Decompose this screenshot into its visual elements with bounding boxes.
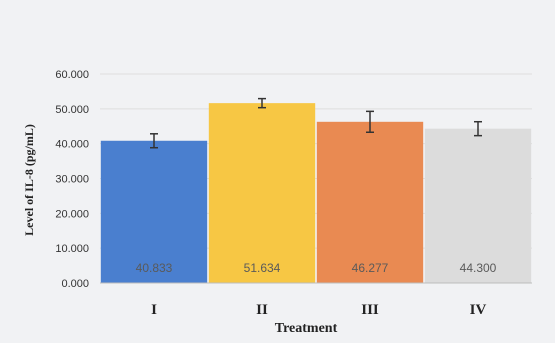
y-tick-label: 40.000	[55, 139, 89, 151]
bars	[100, 103, 532, 283]
error-bars	[150, 97, 482, 149]
error-bar	[474, 120, 482, 137]
data-label: 40.833	[136, 261, 173, 275]
bar	[100, 140, 208, 283]
category-label: IV	[470, 302, 487, 318]
error-bar	[150, 133, 158, 149]
y-tick-label: 50.000	[55, 104, 89, 116]
category-label: III	[361, 302, 379, 318]
y-tick-label: 10.000	[55, 243, 89, 255]
category-label: II	[256, 302, 268, 318]
category-labels: I II III IV	[151, 302, 486, 318]
y-tick-label: 0.000	[61, 278, 89, 290]
y-tick-label: 60.000	[55, 69, 89, 81]
error-bar	[258, 97, 266, 109]
data-labels: 40.833 51.634 46.277 44.300	[136, 261, 497, 275]
y-tick-label: 30.000	[55, 174, 89, 186]
y-axis-title: Level of IL-8 (pg/mL)	[22, 124, 36, 236]
bar	[208, 103, 316, 283]
data-label: 44.300	[460, 261, 497, 275]
x-axis-title: Treatment	[275, 321, 338, 336]
bar	[316, 121, 424, 283]
data-label: 51.634	[244, 261, 281, 275]
category-label: I	[151, 302, 157, 318]
error-bar	[366, 110, 374, 134]
data-label: 46.277	[352, 261, 389, 275]
y-axis-ticks: 0.000 10.000 20.000 30.000 40.000 50.000 60.00…	[55, 69, 89, 290]
y-tick-label: 20.000	[55, 208, 89, 220]
bar	[424, 128, 532, 283]
